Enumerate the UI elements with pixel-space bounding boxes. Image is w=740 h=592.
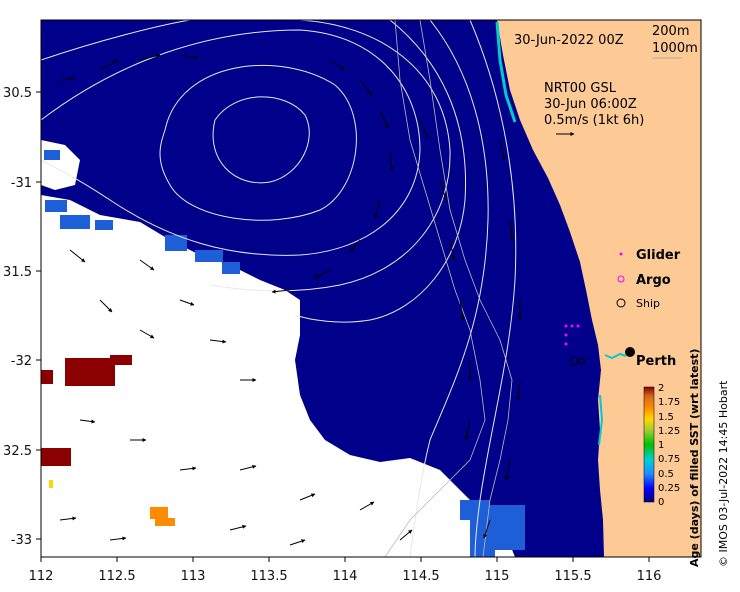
- x-tick: 115: [485, 569, 510, 584]
- y-tick: 32.5: [3, 444, 32, 459]
- x-axis: [40, 557, 650, 562]
- cloud-region: [41, 195, 515, 557]
- current-vectors: [59, 53, 522, 546]
- colorbar-tick: 1: [658, 440, 664, 451]
- stale-sst-patches: [41, 355, 175, 526]
- x-tick: 114: [333, 569, 358, 584]
- current-scale: 0.5m/s (1kt 6h): [544, 113, 644, 128]
- colorbar-title: Age (days) of filled SST (wrt latest): [688, 349, 701, 567]
- colorbar-tick: 1.75: [658, 397, 680, 408]
- city-label: Perth: [636, 354, 676, 369]
- colorbar-tick: 2: [658, 383, 664, 394]
- legend-argo: Argo: [636, 273, 671, 288]
- x-tick: 116: [637, 569, 662, 584]
- perth-marker[interactable]: [625, 347, 635, 357]
- plot-frame: [40, 19, 702, 558]
- bathymetry: [384, 20, 513, 557]
- glider-markers[interactable]: [564, 324, 580, 346]
- argo-legend-icon: [617, 275, 625, 283]
- current-source: NRT00 GSL: [544, 81, 617, 96]
- cloud-edge-pixels: [44, 150, 525, 557]
- colorbar-tick: 1.25: [658, 426, 680, 437]
- colorbar-tick: 0: [658, 497, 664, 508]
- y-tick: -31: [11, 176, 32, 191]
- x-tick: 112: [29, 569, 54, 584]
- y-tick: 31.5: [3, 265, 32, 280]
- bathy-200-label: 200m: [652, 24, 689, 39]
- colorbar-tick: 0.25: [658, 483, 680, 494]
- x-tick: 113: [181, 569, 206, 584]
- shelf-edge-south: [598, 394, 604, 446]
- colorbar-tick: 0.75: [658, 454, 680, 465]
- x-tick: 115.5: [554, 569, 591, 584]
- colorbar: [643, 386, 655, 503]
- legend-glider: Glider: [636, 248, 681, 263]
- credit: © IMOS 03-Jul-2022 14:45 Hobart: [717, 380, 730, 567]
- date-label: 30-Jun-2022 00Z: [514, 33, 624, 48]
- x-tick: 113.5: [250, 569, 287, 584]
- bathy-1000-label: 1000m: [652, 41, 698, 56]
- current-time: 30-Jun 06:00Z: [544, 97, 637, 112]
- colorbar-tick: 0.5: [658, 469, 674, 480]
- y-axis: [36, 91, 41, 540]
- glider-legend-icon: [619, 252, 623, 256]
- shelf-edge: [495, 21, 517, 123]
- x-tick: 112.5: [98, 569, 135, 584]
- y-tick: -32: [11, 354, 32, 369]
- ship-markers[interactable]: [569, 356, 586, 366]
- colorbar-tick: 1.5: [658, 412, 674, 423]
- sst-contours: [41, 20, 517, 557]
- legend-ship: Ship: [636, 297, 660, 310]
- y-tick: 30.5: [3, 86, 32, 101]
- y-tick: -33: [11, 533, 32, 548]
- x-tick: 114.5: [402, 569, 439, 584]
- swan-river: [604, 352, 627, 360]
- ship-legend-icon: [616, 298, 626, 308]
